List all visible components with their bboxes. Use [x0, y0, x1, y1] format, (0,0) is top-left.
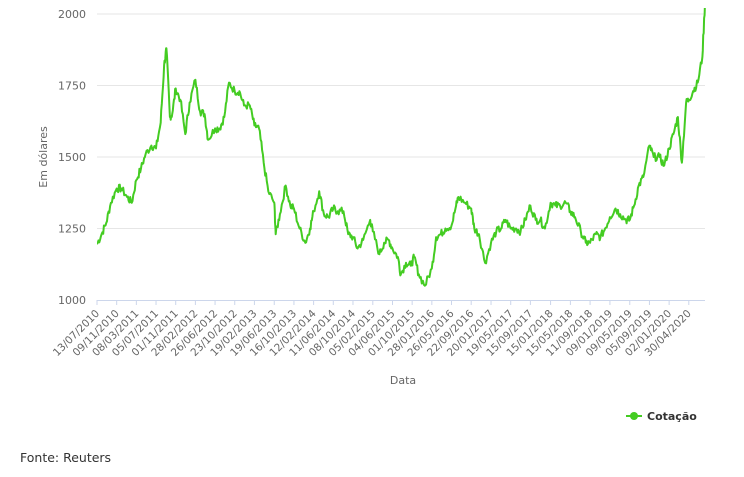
legend-label-cotacao: Cotação — [647, 410, 697, 423]
y-tick-label: 1250 — [58, 223, 86, 236]
series-cotacao — [97, 3, 706, 287]
source-note: Fonte: Reuters — [20, 450, 112, 465]
y-tick-label: 1750 — [58, 80, 86, 93]
line-chart: 1000 1250 1500 1750 2000 13/07/201009/11/201… — [37, 3, 706, 423]
x-axis: 13/07/201009/11/201008/03/201105/07/2011… — [51, 300, 694, 359]
legend[interactable]: Cotação — [626, 410, 697, 423]
y-tick-label: 2000 — [58, 8, 86, 21]
x-axis-title: Data — [390, 374, 416, 387]
y-axis: 1000 1250 1500 1750 2000 — [58, 8, 86, 307]
y-tick-label: 1000 — [58, 294, 86, 307]
y-tick-label: 1500 — [58, 151, 86, 164]
y-axis-title: Em dólares — [37, 126, 50, 188]
grid-lines — [97, 13, 705, 229]
series-line-cotacao[interactable] — [97, 3, 706, 287]
legend-dot-marker — [630, 412, 638, 420]
